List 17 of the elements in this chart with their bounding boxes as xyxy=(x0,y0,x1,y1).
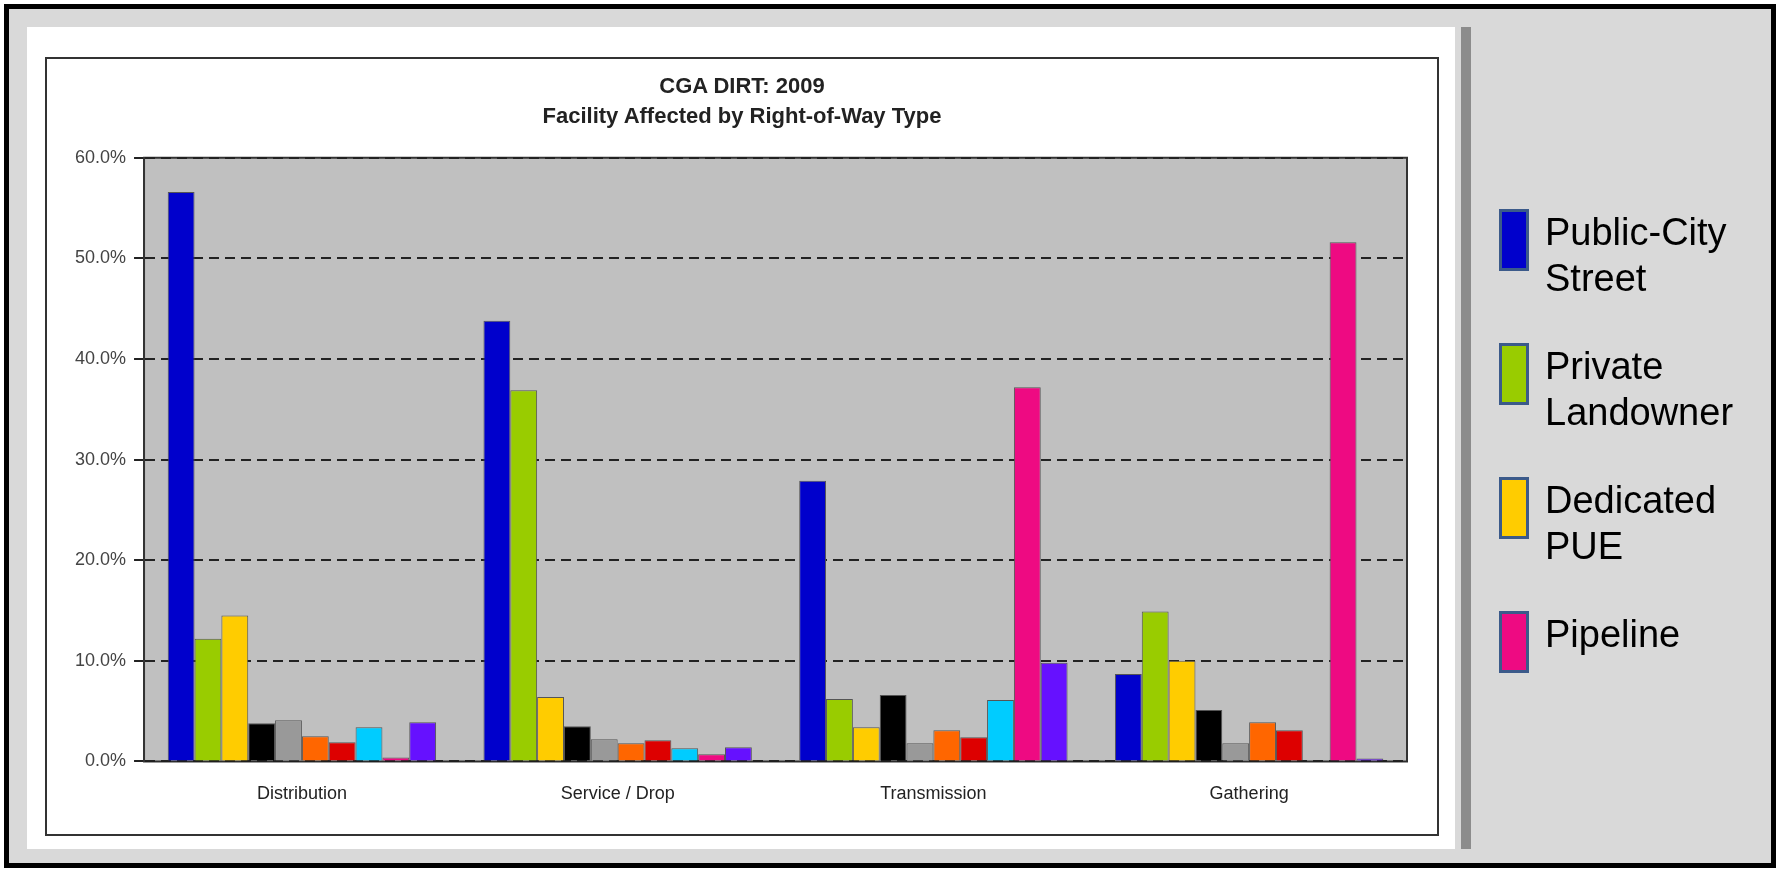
chart-subtitle: Facility Affected by Right-of-Way Type xyxy=(541,102,943,130)
y-tick-label: 50.0% xyxy=(74,247,127,268)
legend-label: Private Landowner xyxy=(1545,344,1735,435)
y-tick-label: 40.0% xyxy=(74,347,127,368)
y-tick-label: 0.0% xyxy=(85,750,127,771)
x-tick-label: Gathering xyxy=(1209,783,1289,804)
legend-label: Dedicated PUE xyxy=(1545,478,1718,569)
y-tick-label: 10.0% xyxy=(74,649,127,670)
chart-title: CGA DIRT: 2009 xyxy=(658,72,826,100)
y-tick-label: 60.0% xyxy=(74,146,127,167)
legend-label: Pipeline xyxy=(1545,612,1681,657)
x-tick-label: Transmission xyxy=(880,783,987,804)
x-tick-label: Distribution xyxy=(256,783,347,804)
x-tick-label: Service / Drop xyxy=(560,783,675,804)
legend-label: Public-City Street xyxy=(1545,210,1728,301)
y-tick-label: 20.0% xyxy=(74,549,127,570)
y-tick-label: 30.0% xyxy=(74,448,127,469)
